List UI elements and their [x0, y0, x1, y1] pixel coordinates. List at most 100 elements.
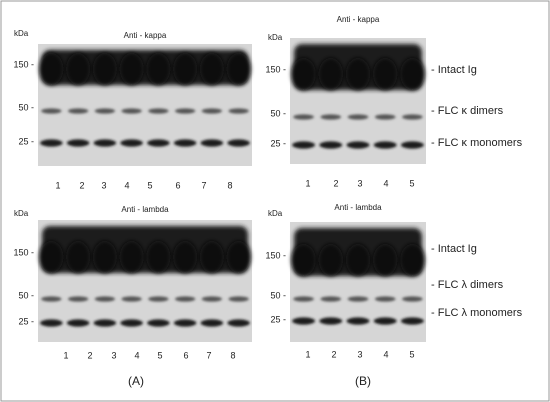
lane-label: 2 [331, 349, 336, 359]
marker-label: 50 - [270, 108, 286, 118]
marker-label: 25 - [270, 314, 286, 324]
ig-band [119, 53, 144, 85]
blot-title: Anti - lambda [334, 203, 382, 212]
monomer-band [200, 319, 224, 327]
monomer-band [40, 139, 63, 147]
monomer-band [319, 141, 343, 149]
dimer-band [228, 108, 249, 114]
lane-label: 3 [357, 349, 362, 359]
dimer-band [121, 296, 142, 302]
marker-label: 50 - [18, 290, 34, 300]
monomer-band [292, 141, 316, 149]
lane-label: 2 [87, 350, 92, 360]
unit-label: kDa [14, 29, 29, 38]
dimer-band [174, 108, 196, 114]
band-label: - Intact Ig [431, 64, 477, 76]
ig-band [66, 53, 91, 85]
lane-label: 1 [63, 350, 68, 360]
blot-title: Anti - kappa [124, 31, 167, 40]
band-label: - FLC κ monomers [431, 137, 523, 149]
dimer-band [174, 296, 196, 302]
lane-label: 4 [124, 180, 129, 190]
marker-label: 150 - [265, 64, 286, 74]
marker-label: 50 - [18, 102, 34, 112]
marker-label: 25 - [18, 136, 34, 146]
lane-label: 1 [55, 180, 60, 190]
monomer-band [292, 317, 316, 325]
ig-band [345, 244, 371, 276]
monomer-band [346, 317, 370, 325]
lane-label: 8 [230, 350, 235, 360]
monomer-band [147, 139, 170, 147]
lane-label: 4 [383, 178, 388, 188]
dimer-band [67, 108, 89, 114]
band-label: - Intact Ig [431, 243, 477, 255]
lane-label: 1 [305, 349, 310, 359]
dimer-band [347, 114, 369, 120]
ig-smear [42, 50, 248, 85]
monomer-band [373, 317, 397, 325]
ig-band [345, 58, 371, 90]
monomer-band [319, 317, 343, 325]
dimer-band [293, 296, 314, 302]
blot-title: Anti - lambda [121, 205, 169, 214]
ig-band [39, 53, 64, 85]
marker-label: 150 - [265, 250, 286, 260]
ig-band [199, 241, 224, 273]
band-label: - FLC λ monomers [431, 307, 523, 319]
monomer-band [120, 139, 143, 147]
monomer-band [200, 139, 224, 147]
dimer-band [228, 296, 249, 302]
dimer-band [347, 296, 369, 302]
dimer-band [374, 114, 396, 120]
lane-label: 2 [79, 180, 84, 190]
ig-band [173, 241, 198, 273]
lane-label: 6 [183, 350, 188, 360]
dimer-band [148, 108, 169, 114]
monomer-band [373, 141, 397, 149]
band-label: - FLC κ dimers [431, 105, 504, 117]
monomer-band [120, 319, 143, 327]
ig-band [146, 241, 171, 273]
dimer-band [374, 296, 396, 302]
ig-band [318, 244, 344, 276]
dimer-band [293, 114, 314, 120]
monomer-band [227, 139, 250, 147]
dimer-band [67, 296, 89, 302]
lane-label: 5 [157, 350, 162, 360]
ig-band [291, 58, 316, 90]
monomer-band [346, 141, 370, 149]
ig-band [173, 53, 198, 85]
lane-label: 2 [333, 178, 338, 188]
ig-band [372, 244, 398, 276]
ig-band [199, 53, 224, 85]
ig-band [372, 58, 398, 90]
monomer-band [93, 319, 117, 327]
dimer-band [402, 114, 423, 120]
ig-band [400, 58, 425, 90]
band-label: - FLC λ dimers [431, 279, 504, 291]
lane-label: 3 [101, 180, 106, 190]
unit-label: kDa [14, 209, 29, 218]
dimer-band [320, 296, 342, 302]
lane-label: 5 [409, 349, 414, 359]
dimer-band [121, 108, 142, 114]
lane-label: 7 [206, 350, 211, 360]
marker-label: 150 - [13, 59, 34, 69]
monomer-band [66, 139, 90, 147]
lane-label: 6 [175, 180, 180, 190]
lane-label: 5 [409, 178, 414, 188]
unit-label: kDa [268, 33, 283, 42]
lane-label: 1 [305, 178, 310, 188]
ig-band [92, 241, 117, 273]
monomer-band [400, 141, 424, 149]
monomer-band [66, 319, 90, 327]
lane-label: 3 [357, 178, 362, 188]
blot-title: Anti - kappa [337, 15, 380, 24]
monomer-band [400, 317, 424, 325]
monomer-band [227, 319, 250, 327]
ig-band [146, 53, 171, 85]
panel-caption: (B) [355, 374, 371, 388]
ig-band [226, 241, 251, 273]
dimer-band [402, 296, 423, 302]
